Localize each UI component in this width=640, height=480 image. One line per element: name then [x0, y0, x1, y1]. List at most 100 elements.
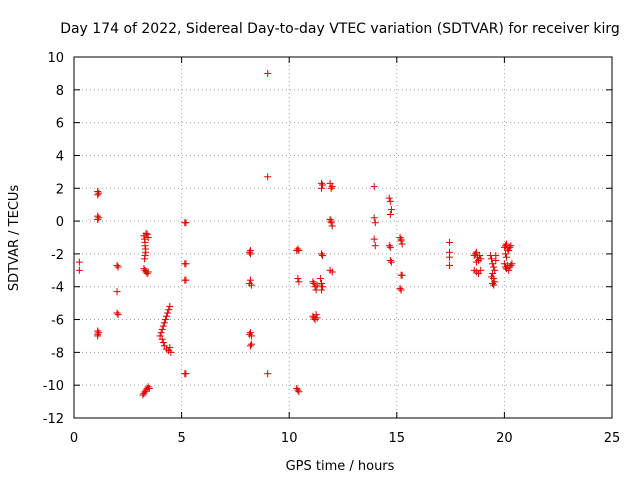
data-point — [328, 183, 336, 191]
data-point — [398, 271, 406, 279]
y-tick-label: -12 — [43, 412, 64, 427]
data-point — [94, 332, 102, 340]
data-point — [113, 261, 121, 269]
data-point — [264, 370, 272, 378]
data-point — [508, 260, 516, 268]
data-point — [490, 281, 498, 289]
data-point — [317, 286, 325, 294]
data-point — [319, 283, 327, 291]
data-point — [143, 230, 151, 238]
data-point — [371, 242, 379, 250]
x-tick-label: 25 — [604, 431, 621, 446]
data-point — [370, 235, 378, 243]
y-tick-label: -6 — [51, 314, 64, 329]
axes-layer — [73, 56, 613, 419]
ticks-layer: 0 5 10 15 20 25 -12 -10 -8 -6 -4 -2 0 2 4 6 8 10 — [43, 51, 621, 446]
data-point — [317, 184, 325, 192]
x-tick-label: 0 — [70, 431, 78, 446]
data-point — [158, 335, 166, 343]
data-point — [396, 234, 404, 241]
data-point — [386, 256, 394, 264]
y-tick-label: -2 — [51, 248, 64, 263]
data-point — [294, 386, 302, 394]
data-point — [75, 266, 83, 274]
data-point — [245, 248, 253, 256]
data-point — [294, 275, 302, 283]
y-tick-label: 2 — [56, 182, 64, 197]
data-point — [386, 211, 394, 219]
data-point — [295, 278, 303, 286]
data-point — [145, 384, 153, 392]
data-point — [490, 263, 498, 271]
data-point — [472, 248, 480, 256]
x-tick-label: 15 — [389, 431, 406, 446]
data-point — [264, 173, 272, 181]
data-point — [182, 260, 190, 268]
data-point — [489, 270, 497, 278]
data-point — [94, 215, 102, 223]
data-point — [95, 329, 103, 337]
data-point — [114, 263, 122, 271]
y-tick-label: 6 — [56, 117, 64, 132]
y-tick-label: 10 — [47, 51, 64, 66]
data-point — [95, 214, 103, 222]
x-tick-label: 5 — [177, 431, 185, 446]
data-point — [396, 284, 404, 292]
data-point — [309, 278, 317, 286]
data-point — [161, 316, 169, 324]
data-point — [317, 250, 325, 258]
grid-layer — [74, 57, 612, 418]
data-point — [166, 343, 174, 351]
points-layer — [75, 69, 516, 399]
data-point — [182, 219, 190, 227]
data-point — [487, 255, 495, 263]
data-point — [114, 311, 122, 319]
data-point — [472, 258, 480, 266]
y-tick-label: -4 — [51, 281, 64, 296]
data-point — [500, 260, 508, 268]
data-point — [144, 383, 152, 391]
data-point — [294, 245, 302, 253]
data-point — [387, 258, 395, 266]
data-point — [158, 325, 166, 333]
data-point — [489, 260, 497, 268]
data-point — [328, 268, 336, 276]
data-point — [327, 184, 335, 192]
data-point — [164, 309, 172, 317]
data-point — [326, 215, 334, 223]
data-point — [141, 255, 149, 263]
data-point — [248, 340, 256, 348]
data-point — [264, 69, 272, 77]
data-point — [143, 270, 151, 278]
data-point — [248, 332, 256, 340]
y-tick-label: 0 — [56, 215, 64, 230]
data-point — [398, 240, 406, 248]
data-point — [492, 252, 500, 260]
data-point — [370, 183, 378, 191]
data-point — [313, 314, 321, 322]
data-point — [397, 286, 405, 294]
data-point — [157, 329, 165, 337]
data-point — [182, 276, 190, 284]
data-point — [142, 248, 150, 256]
data-point — [385, 194, 393, 202]
data-point — [165, 306, 173, 314]
data-point — [295, 388, 303, 396]
data-point — [446, 261, 454, 269]
data-point — [182, 370, 190, 378]
data-point — [144, 268, 152, 276]
data-point — [113, 288, 121, 296]
x-tick-label: 10 — [281, 431, 298, 446]
data-point — [505, 266, 513, 274]
data-point — [94, 191, 102, 199]
data-point — [387, 206, 395, 214]
data-point — [144, 234, 152, 241]
y-tick-label: -10 — [43, 379, 64, 394]
data-point — [370, 214, 378, 222]
data-point — [446, 253, 454, 261]
data-point — [506, 243, 514, 251]
data-point — [327, 217, 335, 225]
data-point — [476, 252, 484, 260]
data-point — [75, 258, 83, 266]
data-point — [490, 275, 498, 283]
